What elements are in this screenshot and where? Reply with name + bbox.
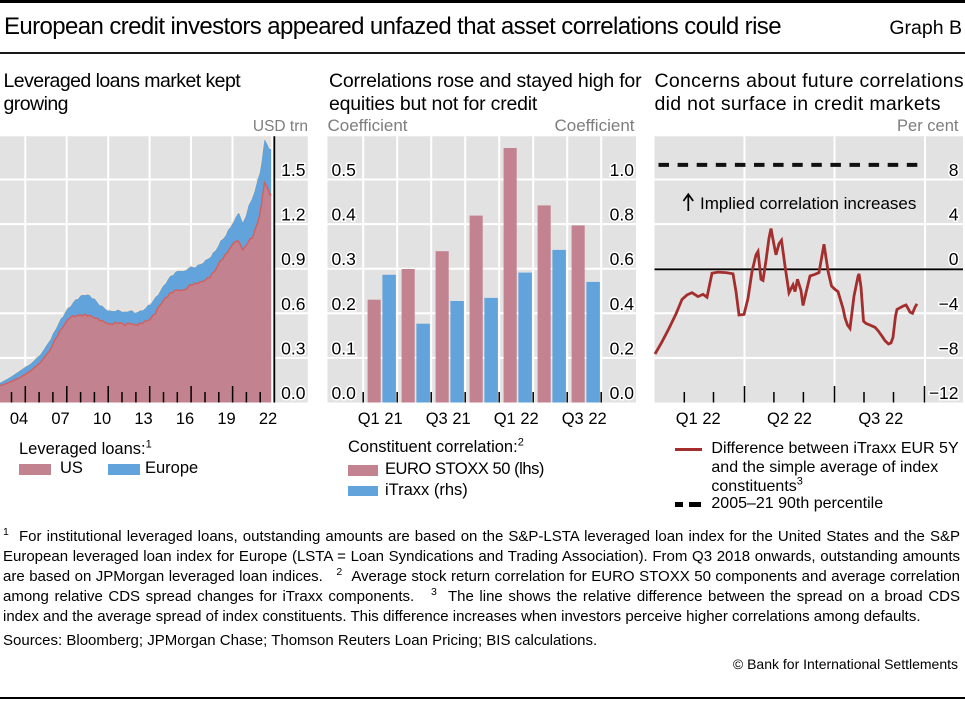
svg-text:−4: −4 xyxy=(939,294,959,314)
svg-text:07: 07 xyxy=(51,410,69,428)
svg-text:USD trn: USD trn xyxy=(253,118,308,135)
svg-text:0.8: 0.8 xyxy=(610,205,634,225)
svg-text:Q3 22: Q3 22 xyxy=(858,410,903,428)
svg-text:1.5: 1.5 xyxy=(281,160,305,180)
svg-text:0.0: 0.0 xyxy=(281,383,306,403)
svg-text:19: 19 xyxy=(217,410,235,428)
svg-text:0.2: 0.2 xyxy=(610,338,634,358)
svg-text:10: 10 xyxy=(93,410,111,428)
svg-text:0.1: 0.1 xyxy=(332,338,356,358)
svg-text:Q1 21: Q1 21 xyxy=(358,410,403,428)
svg-text:0.9: 0.9 xyxy=(281,249,305,269)
svg-text:Q1 22: Q1 22 xyxy=(676,410,721,428)
svg-text:16: 16 xyxy=(176,410,194,428)
svg-text:0.2: 0.2 xyxy=(332,294,356,314)
svg-text:Q2 22: Q2 22 xyxy=(767,410,812,428)
svg-text:Per cent: Per cent xyxy=(897,117,959,135)
svg-text:0.6: 0.6 xyxy=(281,294,305,314)
svg-text:0.3: 0.3 xyxy=(332,249,356,269)
svg-text:1.2: 1.2 xyxy=(281,205,305,225)
svg-text:0: 0 xyxy=(949,249,959,269)
svg-text:0.4: 0.4 xyxy=(610,294,635,314)
svg-text:0.3: 0.3 xyxy=(281,338,305,358)
svg-text:Q1 22: Q1 22 xyxy=(494,410,539,428)
svg-text:0.0: 0.0 xyxy=(610,383,635,403)
svg-text:13: 13 xyxy=(134,410,152,428)
svg-text:0.4: 0.4 xyxy=(332,205,357,225)
svg-text:1.0: 1.0 xyxy=(610,160,635,180)
svg-text:04: 04 xyxy=(10,410,28,428)
svg-text:0.0: 0.0 xyxy=(332,383,357,403)
svg-text:−8: −8 xyxy=(939,338,959,358)
svg-text:Coefficient: Coefficient xyxy=(554,116,634,135)
svg-text:8: 8 xyxy=(949,160,959,180)
svg-text:4: 4 xyxy=(949,205,959,225)
svg-text:0.6: 0.6 xyxy=(610,249,634,269)
svg-text:Coefficient: Coefficient xyxy=(328,116,408,135)
svg-text:Q3 21: Q3 21 xyxy=(426,410,471,428)
svg-text:Q3 22: Q3 22 xyxy=(562,410,607,428)
svg-text:0.5: 0.5 xyxy=(332,160,356,180)
svg-text:−12: −12 xyxy=(929,383,959,403)
svg-text:22: 22 xyxy=(259,410,277,428)
svg-text:Implied correlation increases: Implied correlation increases xyxy=(700,194,916,213)
